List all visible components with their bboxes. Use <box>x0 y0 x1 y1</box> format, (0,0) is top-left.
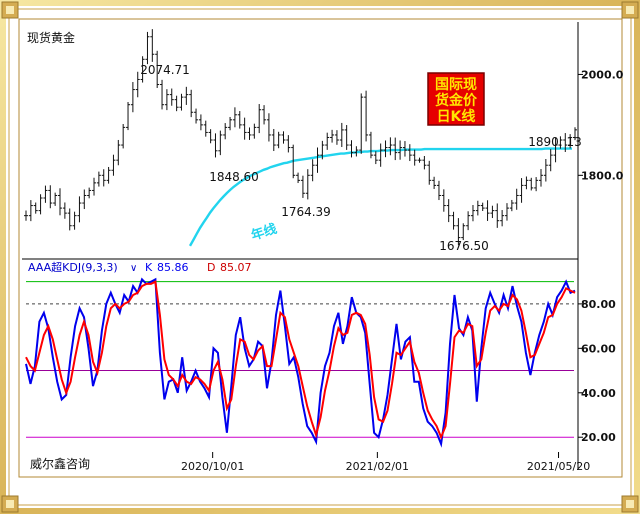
price-axis-tick-label: 2000.0 <box>581 68 624 81</box>
price-axis-tick-label: 1800.0 <box>581 169 624 182</box>
title-badge: 国际现 货金价 日K线 <box>427 72 485 126</box>
price-bars <box>24 29 577 246</box>
x-axis-tick-label: 2021/02/01 <box>346 460 409 473</box>
indicator-label: AAA超KDJ(9,3,3) <box>28 260 118 274</box>
x-axis-tick-label: 2021/05/20 <box>527 460 590 473</box>
corner-ornament-bottom-right <box>621 495 639 513</box>
corner-ornament-top-left <box>1 1 19 19</box>
chart-title: 现货黄金 <box>27 30 75 45</box>
legend-d-value: 85.07 <box>220 261 252 274</box>
legend-k-value: 85.86 <box>157 261 189 274</box>
watermark: 威尔鑫咨询 <box>30 456 90 471</box>
price-annotation: 1764.39 <box>281 205 331 219</box>
indicator-dropdown-icon[interactable]: ∨ <box>130 263 137 274</box>
kdj-legend: AAA超KDJ(9,3,3) ∨ K 85.86 D 85.07 <box>28 260 252 274</box>
kdj-axis-tick-label: 20.00 <box>581 431 616 444</box>
kdj-axis-tick-label: 80.00 <box>581 298 616 311</box>
price-annotations: 2074.71 1848.60 1764.39 1676.50 1890. 13 <box>140 63 582 253</box>
price-pane: 2000.0 1800.0 2074.71 1848.60 1764.39 1676.5… <box>24 29 624 253</box>
corner-ornament-bottom-left <box>1 495 19 513</box>
x-axis-tick-label: 2020/10/01 <box>181 460 244 473</box>
kdj-axis-tick-label: 60.00 <box>581 342 616 355</box>
legend-k-name: K <box>145 261 153 274</box>
badge-line-1: 国际现 <box>435 77 477 93</box>
price-annotation: 1890. 13 <box>528 135 581 149</box>
ma-line-label: 年线 <box>249 221 279 244</box>
kdj-pane: 80.00 60.00 40.00 20.00 AAA超KDJ(9,3,3) ∨ K … <box>25 260 616 473</box>
kdj-axis-ticks: 80.00 60.00 40.00 20.00 <box>578 298 616 444</box>
kdj-axis-tick-label: 40.00 <box>581 387 616 400</box>
badge-line-2: 货金价 <box>434 92 478 109</box>
corner-ornament-top-right <box>621 1 639 19</box>
badge-line-3: 日K线 <box>437 108 476 125</box>
price-annotation: 1848.60 <box>209 170 259 184</box>
k-line <box>25 277 576 448</box>
x-axis-ticks: 2020/10/01 2021/02/01 2021/05/20 <box>181 452 590 473</box>
price-annotation: 2074.71 <box>140 63 190 77</box>
price-annotation: 1676.50 <box>439 239 489 253</box>
d-line <box>25 280 576 440</box>
price-axis-ticks: 2000.0 1800.0 <box>578 68 624 182</box>
legend-d-name: D <box>207 261 215 274</box>
